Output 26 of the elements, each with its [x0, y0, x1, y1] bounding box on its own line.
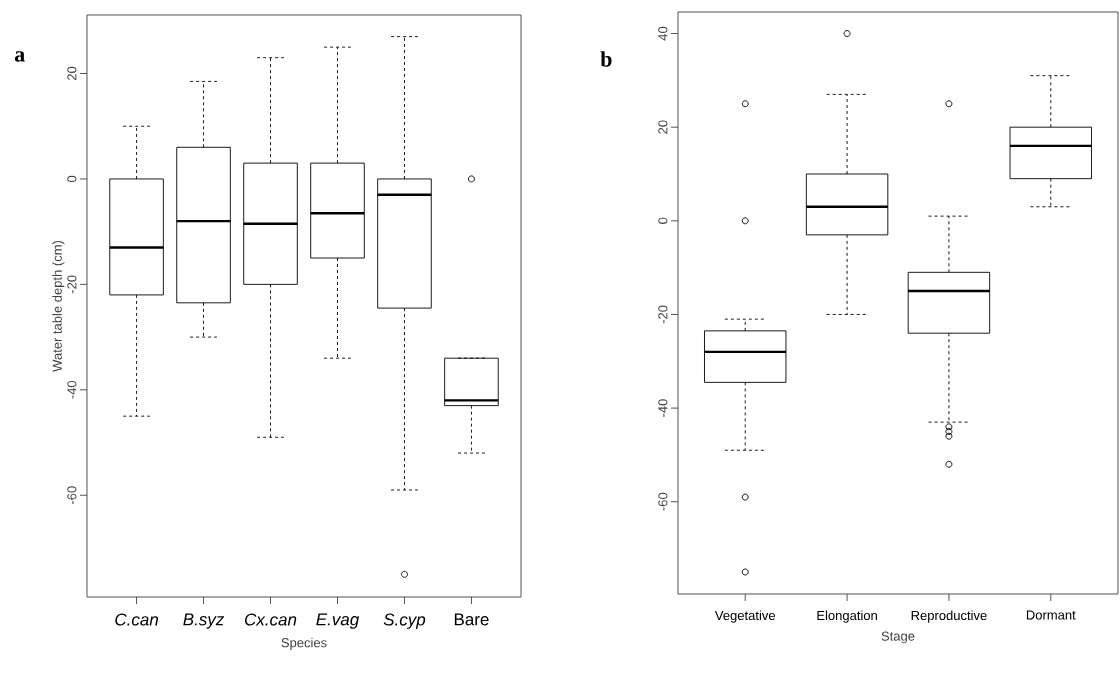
text: b [600, 51, 612, 67]
x-tick-label: S.cyp [383, 613, 426, 629]
y-tick-label: 20 [67, 66, 77, 81]
x-tick-label: Reproductive [911, 610, 987, 623]
x-tick-label: Cx.can [245, 613, 297, 626]
y-tick-label: 0 [67, 175, 77, 183]
y-tick-label: -20 [658, 305, 668, 324]
y-tick-label: 20 [658, 120, 668, 134]
text: a [14, 51, 25, 62]
x-tick-label: Bare [454, 613, 489, 626]
x-tick-label: C.can [115, 613, 158, 626]
x-tick-label: Dormant [1026, 610, 1076, 620]
y-tick-label: -60 [67, 486, 77, 505]
x-tick-label: B.syz [183, 613, 225, 629]
y-tick-label: -40 [67, 380, 77, 399]
x-tick-label: Vegetative [714, 610, 775, 623]
x-tick-label: Elongation [817, 610, 877, 623]
x-axis-title: Stage [881, 631, 915, 644]
y-axis-title: Water table depth (cm) [52, 240, 65, 372]
y-tick-label: -40 [658, 399, 668, 417]
y-tick-label: -60 [658, 492, 668, 511]
y-tick-label: -20 [67, 275, 77, 294]
x-axis-title: Species [281, 637, 327, 650]
y-tick-label: 0 [658, 217, 668, 224]
x-tick-label: E.vag [316, 613, 360, 629]
y-tick-label: 40 [658, 26, 668, 41]
